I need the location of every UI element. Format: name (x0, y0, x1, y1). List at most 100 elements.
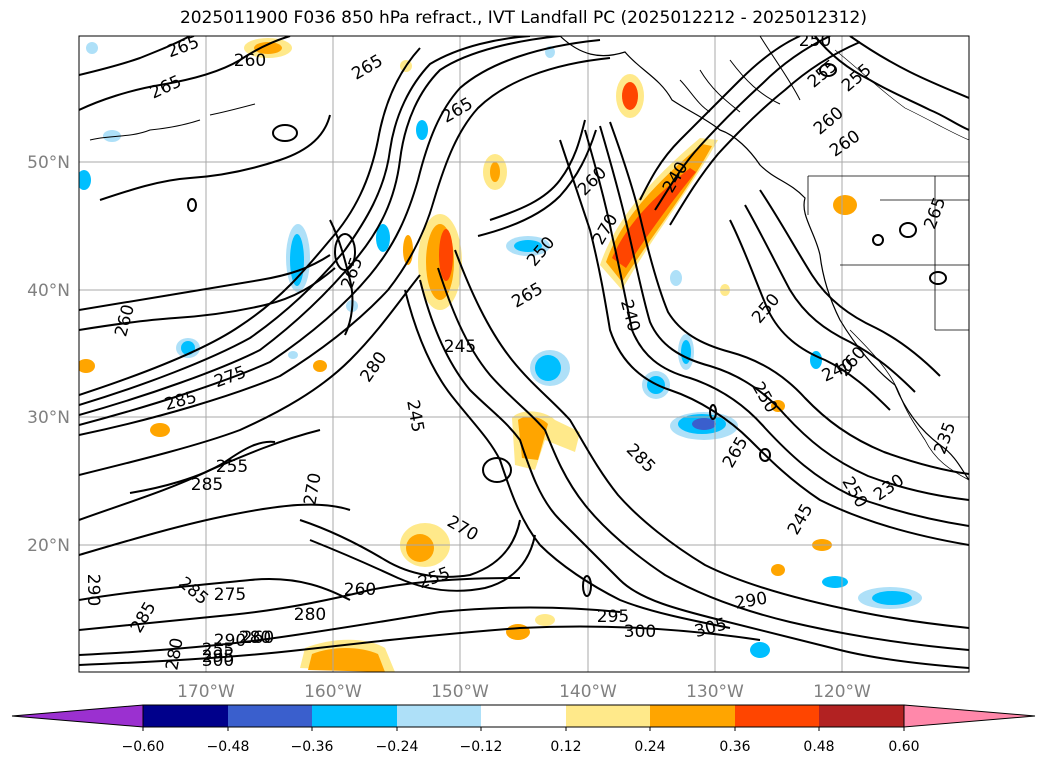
cool-blob (692, 418, 716, 430)
colorbar-tick-labels: −0.60 −0.48 −0.36 −0.24 −0.12 0.12 0.24 0.36 0.4… (122, 727, 920, 755)
contour-line (669, 41, 861, 226)
colorbar-tick-label: −0.36 (291, 739, 334, 755)
colorbar-segment (312, 705, 397, 727)
colorbar-segment (228, 705, 312, 727)
warm-blob (518, 416, 548, 460)
map-frame (78, 35, 970, 673)
warm-blob (490, 162, 500, 182)
colorbar-segment (481, 705, 566, 727)
warm-blob (439, 229, 453, 281)
plot-background (79, 36, 969, 672)
warm-blob (771, 564, 785, 576)
longitude-label: 170°W (177, 682, 235, 702)
colorbar-tick-label: −0.60 (122, 739, 165, 755)
cool-blob (416, 120, 428, 140)
cool-blob (288, 351, 298, 359)
contour-lines (79, 36, 969, 669)
contour-line (419, 279, 969, 669)
contour-line (654, 36, 831, 211)
latitude-label: 30°N (27, 408, 70, 428)
cool-blob (822, 576, 848, 588)
colorbar-segment (566, 705, 650, 727)
colorbar (11, 704, 1036, 728)
political-borders (807, 175, 969, 331)
contour-label: 295 (202, 647, 234, 667)
contour-line (79, 267, 336, 331)
contour-line (584, 129, 969, 527)
contour-line (79, 36, 191, 76)
colorbar-tick-label: 0.12 (550, 739, 581, 755)
warm-blob (612, 168, 696, 268)
warm-blob (308, 648, 385, 672)
contour-closed-loops (187, 63, 947, 597)
cool-blob (514, 240, 542, 252)
cool-blob (103, 130, 121, 142)
contour-label: 300 (202, 651, 234, 671)
contour-label: 260 (242, 628, 274, 648)
cool-blob (86, 42, 98, 54)
contour-label: 280 (294, 605, 326, 625)
contour-line (559, 139, 969, 546)
contour-loop (334, 233, 356, 271)
colorbar-segment (143, 705, 228, 727)
warm-blob (622, 82, 638, 110)
contour-line (477, 129, 597, 237)
latitude-label: 20°N (27, 536, 70, 556)
colorbar-tick-label: 0.60 (888, 739, 919, 755)
colorbar-segment (735, 705, 819, 727)
latitude-label: 40°N (27, 281, 70, 301)
contour-line (814, 36, 969, 131)
longitude-labels: 170°W 160°W 150°W 140°W 130°W 120°W (177, 682, 871, 702)
graticule (79, 36, 969, 672)
coastline-alaska-panhandle (679, 36, 801, 113)
contour-loop (899, 222, 917, 238)
contour-label: 290 (83, 574, 103, 606)
contour-loop (187, 198, 197, 212)
contour-label: 255 (216, 457, 248, 477)
contour-line (79, 503, 351, 556)
warm-blob (406, 534, 434, 562)
coastlines (89, 36, 969, 481)
contour-label: 285 (191, 475, 223, 495)
warm-blob (833, 195, 857, 215)
colorbar-extend-high (903, 704, 1036, 728)
contour-line (79, 47, 421, 396)
colorbar-frame (142, 704, 905, 728)
contour-line (79, 36, 531, 406)
contour-line (404, 289, 731, 629)
longitude-label: 140°W (559, 682, 617, 702)
contour-line (759, 189, 941, 377)
contour-loop (759, 448, 771, 462)
contour-loop (272, 124, 298, 142)
cool-blob (681, 340, 691, 364)
contour-label: 275 (214, 585, 246, 605)
contour-line (79, 36, 561, 416)
colorbar-tick-label: −0.24 (376, 739, 419, 755)
contour-label: 250 (799, 31, 831, 51)
contour-label: 290 (214, 631, 246, 651)
colorbar-tick-label: −0.12 (460, 739, 503, 755)
contour-loop (872, 234, 884, 246)
contour-label: 255 (202, 640, 234, 660)
contour-line (489, 119, 586, 221)
contour-line (599, 125, 969, 501)
contour-line (299, 519, 521, 578)
cool-blob (750, 642, 770, 658)
colorbar-segment (650, 705, 735, 727)
contour-line (79, 39, 601, 426)
contour-line (79, 274, 421, 476)
coastline-aleutians (89, 103, 256, 141)
colorbar-tick-label: −0.48 (207, 739, 250, 755)
longitude-label: 160°W (304, 682, 362, 702)
cool-blob (670, 270, 682, 286)
contour-line (437, 267, 969, 651)
contour-label: 260 (234, 51, 266, 71)
contour-line (79, 577, 521, 631)
contour-label: 280 (239, 628, 271, 648)
warm-blob (254, 42, 282, 54)
latitude-label: 50°N (27, 153, 70, 173)
cool-blob (872, 591, 912, 605)
longitude-label: 130°W (686, 682, 744, 702)
contour-label: 295 (597, 607, 629, 627)
